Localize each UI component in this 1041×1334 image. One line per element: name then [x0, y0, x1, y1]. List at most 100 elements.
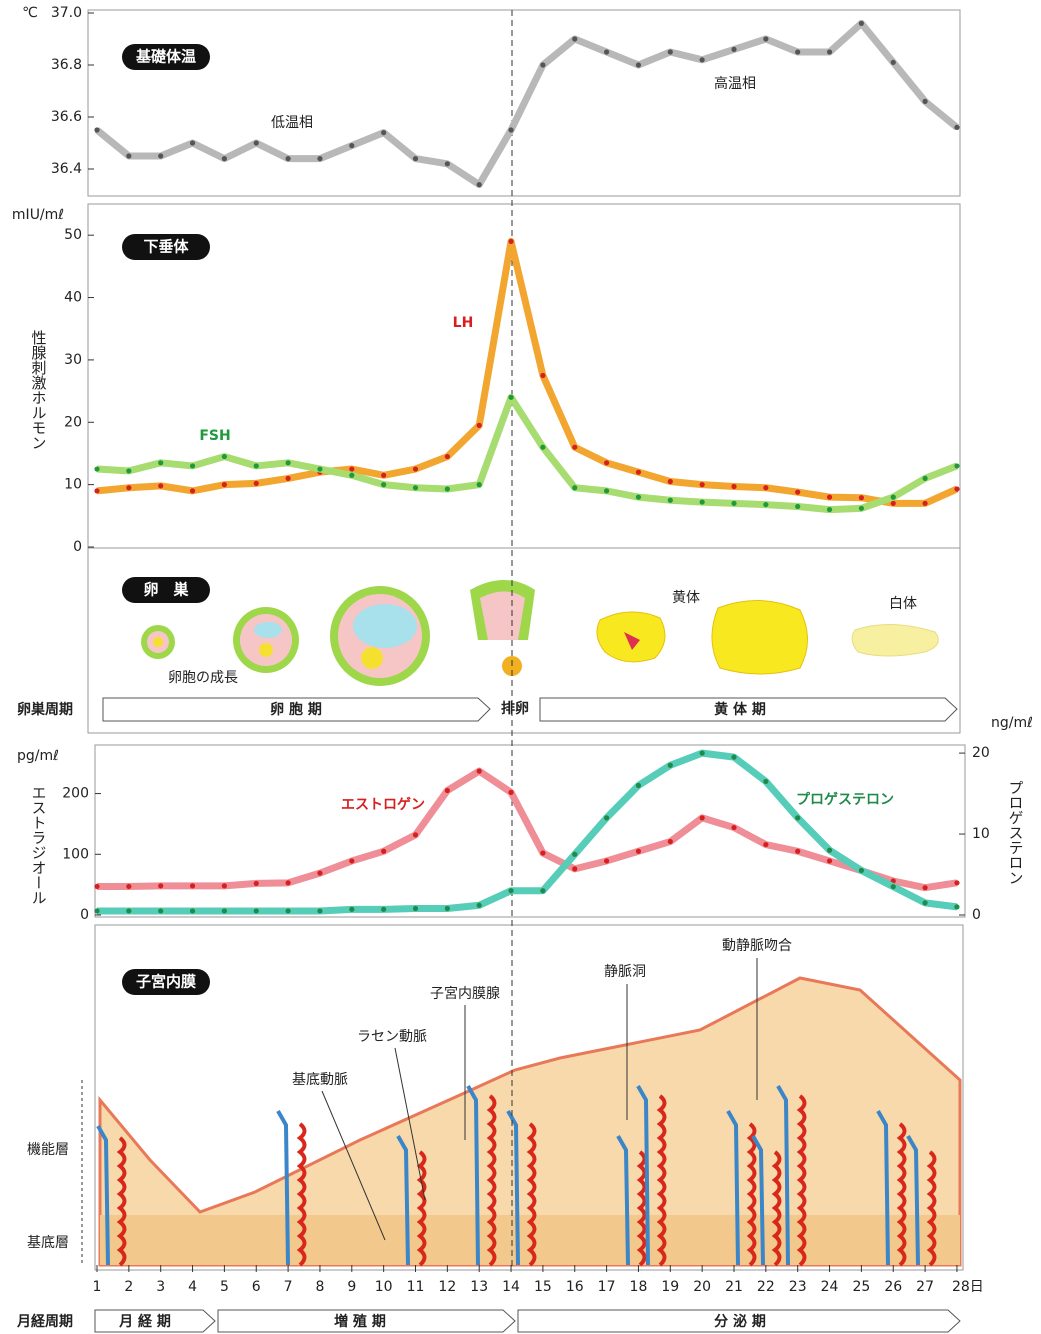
series-label: エストロゲン	[341, 796, 425, 813]
point	[540, 62, 546, 68]
phase: 排卵	[501, 700, 529, 717]
point	[158, 153, 164, 159]
frame	[94, 744, 966, 918]
point	[922, 900, 928, 906]
point	[189, 463, 196, 469]
pill	[122, 234, 210, 260]
y-tick-label: 40	[64, 290, 82, 306]
point	[285, 908, 291, 914]
point	[763, 485, 769, 491]
corpus-albicans	[851, 624, 939, 657]
ovary-drawings	[141, 580, 939, 686]
unit: pg/mℓ	[17, 748, 59, 764]
tissue-label: 動静脈吻合	[722, 938, 792, 954]
vessels	[96, 1085, 937, 1267]
point	[699, 750, 705, 756]
point	[635, 782, 642, 789]
series-line	[97, 749, 958, 915]
point	[158, 460, 164, 466]
tissue	[98, 976, 962, 1267]
x-tick-label: 27	[916, 1279, 934, 1295]
point	[508, 394, 514, 400]
artery	[296, 1122, 307, 1267]
oocyte	[361, 647, 383, 669]
point	[94, 488, 100, 494]
point	[381, 482, 387, 488]
point	[572, 444, 578, 450]
follicle	[240, 614, 292, 666]
vein	[776, 1085, 790, 1266]
point	[858, 867, 865, 874]
frame	[94, 924, 964, 1271]
panel-label: 子宮内膜	[136, 973, 196, 991]
unit: mIU/mℓ	[12, 207, 64, 223]
point	[763, 501, 769, 508]
tissue-label: 子宮内膜腺	[430, 986, 500, 1002]
point	[826, 847, 833, 853]
point	[667, 838, 673, 845]
y-tick-label: 36.8	[51, 57, 82, 73]
point	[444, 905, 450, 912]
x-tick-label: 2	[124, 1279, 133, 1295]
y-tick-label: 0	[73, 539, 82, 555]
point	[285, 460, 291, 466]
point	[381, 906, 387, 912]
point	[604, 815, 610, 821]
y-tick-label: 30	[64, 352, 82, 368]
series-line	[97, 767, 958, 892]
point	[349, 858, 355, 864]
layer-label: 基底層	[27, 1234, 69, 1251]
point	[476, 902, 482, 908]
artery	[416, 1150, 427, 1267]
point	[381, 130, 387, 136]
annotation: 高温相	[714, 75, 756, 92]
point	[317, 156, 323, 162]
y-tick-label: 36.6	[51, 109, 82, 125]
oocyte	[153, 637, 163, 647]
phase-arrow	[517, 1309, 961, 1333]
y-tick-label: 50	[64, 227, 82, 243]
point	[189, 140, 196, 146]
point	[444, 486, 450, 492]
unit: ng/mℓ	[991, 715, 1033, 731]
point	[858, 20, 865, 26]
vein	[726, 1110, 740, 1266]
y-tick-label: 0	[80, 907, 89, 923]
point	[94, 883, 100, 890]
phase-arrow	[539, 697, 958, 722]
x-tick-label: 11	[407, 1279, 425, 1295]
y-tick-label: 100	[62, 846, 89, 862]
point	[189, 488, 196, 494]
point	[699, 815, 705, 821]
artery	[526, 1122, 537, 1267]
point	[922, 500, 928, 506]
pill	[122, 577, 210, 603]
point	[604, 49, 610, 55]
point	[540, 888, 546, 894]
point	[412, 485, 419, 491]
ovary-label: 卵胞の成長	[168, 670, 238, 686]
point	[221, 883, 227, 889]
frame	[87, 547, 961, 734]
point	[890, 884, 896, 890]
point	[954, 124, 960, 130]
point	[604, 858, 610, 864]
point	[508, 238, 514, 245]
panel-label: 下垂体	[143, 238, 189, 256]
point	[604, 488, 610, 494]
point	[540, 372, 546, 379]
point	[763, 778, 769, 785]
oocyte	[259, 643, 273, 657]
x-tick-label: 25	[852, 1279, 870, 1295]
point	[253, 880, 259, 887]
point	[253, 140, 259, 146]
point	[412, 832, 419, 838]
artery	[636, 1150, 647, 1267]
x-tick-label: 13	[470, 1279, 488, 1295]
vein	[906, 1135, 920, 1266]
x-tick-label: 24	[821, 1279, 839, 1295]
point	[349, 906, 355, 912]
x-tick-label: 9	[347, 1279, 356, 1295]
leaders	[321, 958, 758, 1241]
